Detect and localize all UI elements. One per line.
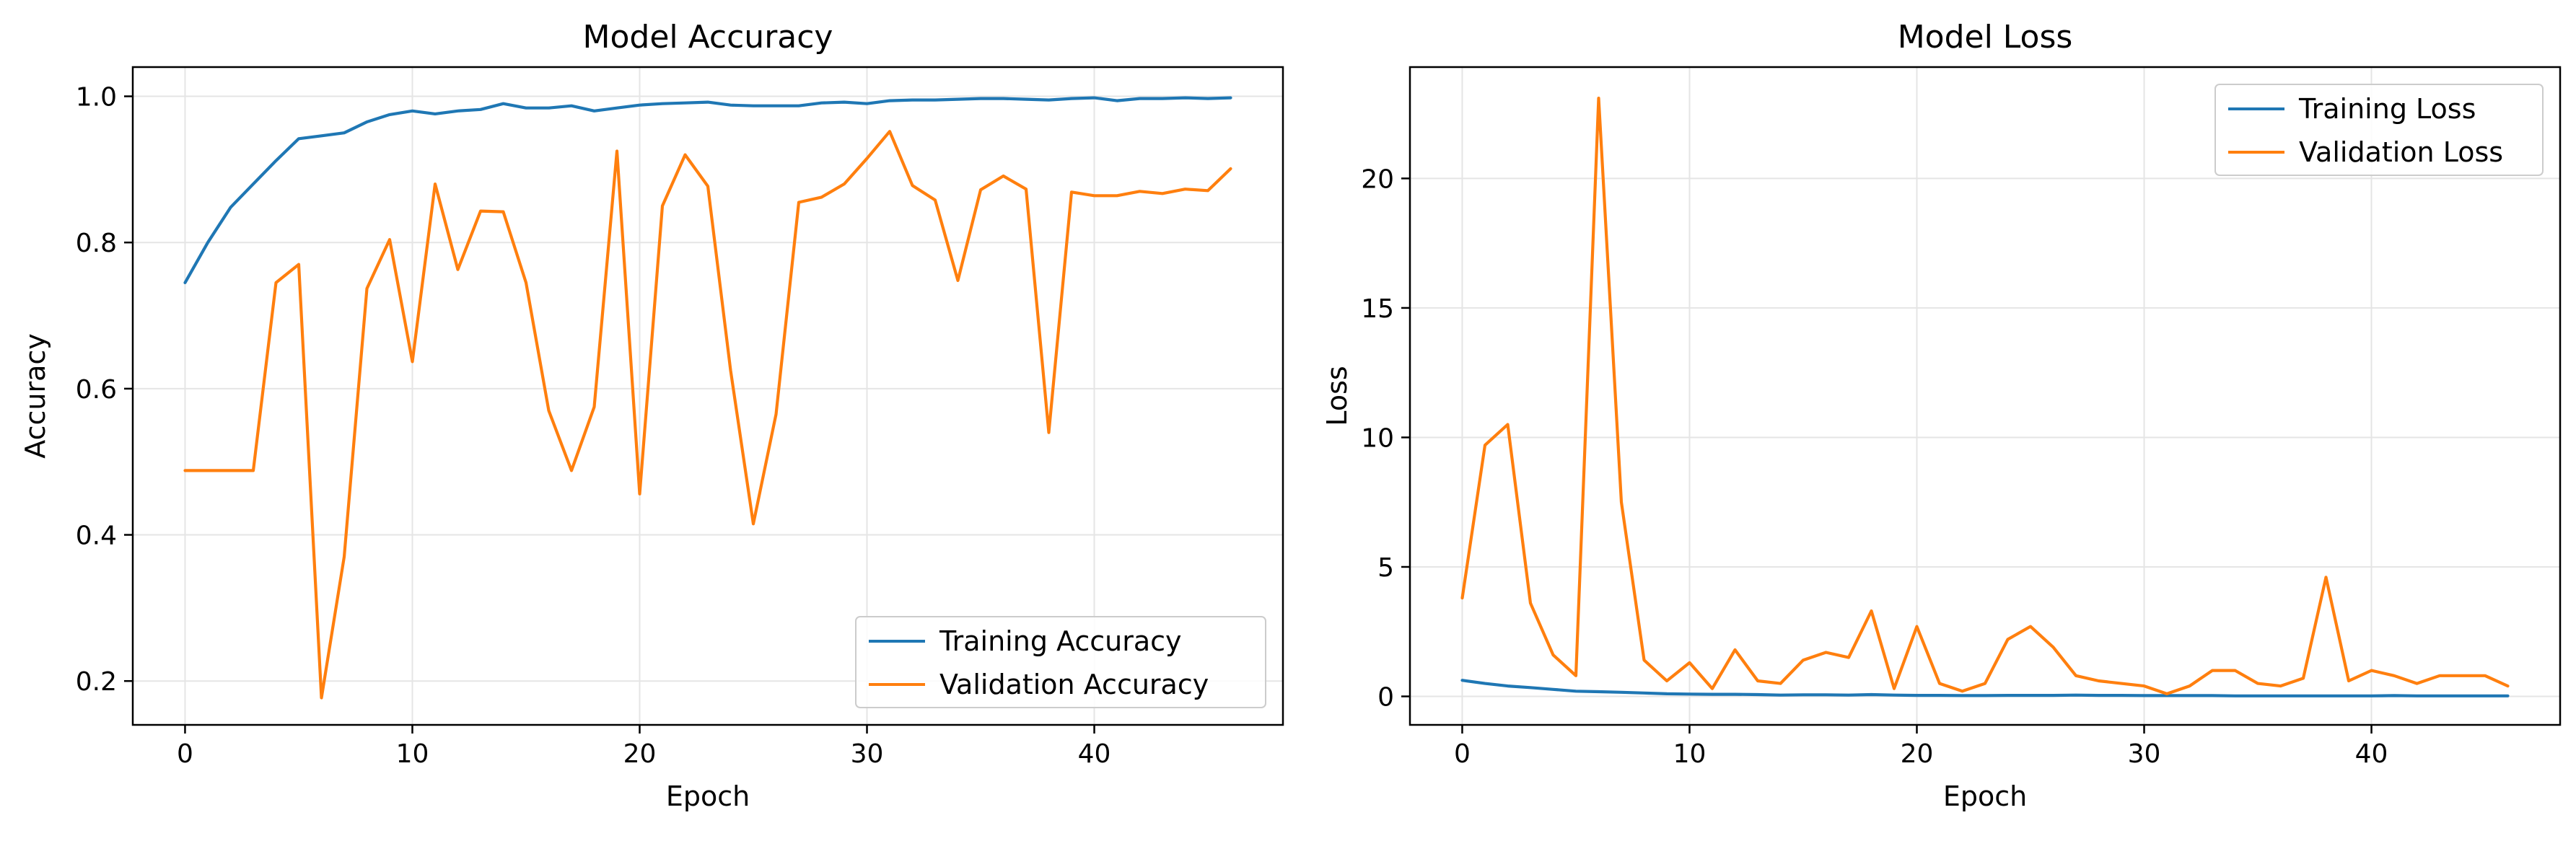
accuracy-x-tick-label: 20 [623, 739, 657, 769]
series-line-validation-loss [1460, 97, 2510, 696]
loss-y-axis-label: Loss [1321, 366, 1353, 426]
accuracy-chart: 0 10 20 30 400.20.40.60.81.0 Model Accuracy … [19, 19, 1284, 812]
legend-label-validation-accuracy: Validation Accuracy [939, 669, 1209, 700]
loss-x-tick-label: 20 [1901, 739, 1934, 769]
accuracy-x-tick-label: 40 [1078, 739, 1111, 769]
loss-y-tick-label: 20 [1361, 164, 1394, 194]
series-line-training-accuracy [183, 96, 1232, 284]
accuracy-legend: Training Accuracy Validation Accuracy [855, 616, 1266, 708]
accuracy-x-tick-label: 10 [396, 739, 429, 769]
loss-plot-area [1409, 66, 2562, 726]
loss-y-tick-label: 15 [1361, 294, 1394, 324]
accuracy-y-tick-label: 0.2 [76, 667, 117, 697]
series-line-training-loss [1460, 679, 2510, 697]
accuracy-y-tick-label: 0.4 [76, 521, 117, 551]
accuracy-plot-area [131, 66, 1284, 726]
series-line-validation-accuracy [183, 130, 1232, 700]
loss-chart-title: Model Loss [1898, 19, 2073, 56]
accuracy-y-tick-label: 1.0 [76, 83, 117, 113]
accuracy-x-axis-label: Epoch [666, 780, 750, 812]
loss-x-tick-label: 40 [2355, 739, 2388, 769]
loss-y-tick-label: 5 [1377, 553, 1394, 583]
legend-label-training-accuracy: Training Accuracy [939, 625, 1182, 657]
loss-x-tick-label: 0 [1454, 739, 1471, 769]
legend-label-validation-loss: Validation Loss [2299, 136, 2503, 168]
accuracy-y-tick-label: 0.8 [76, 229, 117, 258]
loss-legend-box [2214, 84, 2544, 176]
loss-x-tick-label: 10 [1673, 739, 1707, 769]
loss-y-tick-label: 0 [1377, 683, 1394, 713]
loss-legend: Training Loss Validation Loss [2214, 84, 2544, 176]
accuracy-y-axis-label: Accuracy [19, 333, 51, 459]
loss-y-tick-label: 10 [1361, 423, 1394, 453]
loss-x-tick-label: 30 [2128, 739, 2161, 769]
loss-x-axis-label: Epoch [1943, 780, 2027, 812]
accuracy-x-tick-label: 0 [177, 739, 193, 769]
accuracy-chart-title: Model Accuracy [583, 19, 833, 56]
accuracy-legend-box [855, 616, 1266, 708]
accuracy-x-tick-label: 30 [851, 739, 884, 769]
legend-label-training-loss: Training Loss [2298, 93, 2476, 125]
accuracy-y-tick-label: 0.6 [76, 375, 117, 405]
